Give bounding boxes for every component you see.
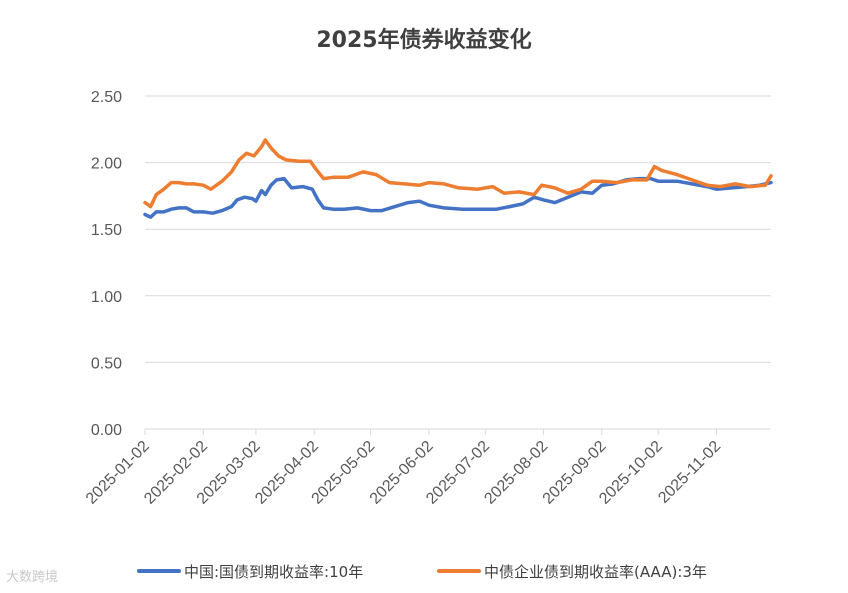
grid-lines [145,95,771,363]
x-axis-ticks: 2025-01-022025-02-022025-03-022025-04-02… [83,429,724,508]
watermark: 大数跨境 [6,566,58,585]
y-tick-label: 0.50 [91,355,122,372]
legend-label-1: 中国:国债到期收益率:10年 [184,563,363,581]
series-lines [143,138,773,219]
watermark-text: 大数跨境 [6,570,59,585]
legend: 中国:国债到期收益率:10年 中债企业债到期收益率(AAA):3年 [137,563,707,581]
x-tick-label: 2025-11-02 [655,438,724,507]
legend-label-2: 中债企业债到期收益率(AAA):3年 [484,563,707,581]
series-line-2 [143,138,773,209]
chart-title: 2025年债券收益变化 [316,27,531,53]
y-tick-label: 1.00 [91,289,122,306]
y-tick-label: 2.50 [91,89,122,106]
y-axis-ticks: 0.00 0.50 1.00 1.50 2.00 2.50 [91,89,122,439]
y-tick-label: 2.00 [91,156,122,173]
series-line-1 [143,176,773,219]
y-tick-label: 0.00 [91,422,122,439]
y-tick-label: 1.50 [91,222,122,239]
